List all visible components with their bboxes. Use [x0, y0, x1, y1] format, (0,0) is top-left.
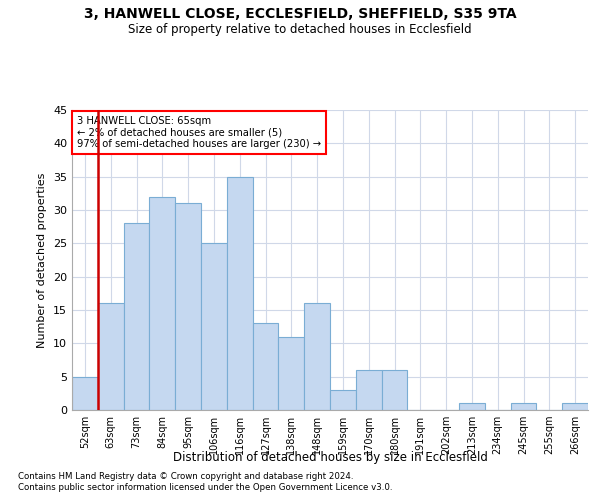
- Bar: [304, 304, 330, 410]
- Bar: [175, 204, 201, 410]
- Bar: [98, 304, 124, 410]
- Bar: [382, 370, 407, 410]
- Text: Distribution of detached houses by size in Ecclesfield: Distribution of detached houses by size …: [173, 451, 487, 464]
- Bar: [124, 224, 149, 410]
- Bar: [149, 196, 175, 410]
- Bar: [459, 404, 485, 410]
- Bar: [253, 324, 278, 410]
- Text: 3 HANWELL CLOSE: 65sqm
← 2% of detached houses are smaller (5)
97% of semi-detac: 3 HANWELL CLOSE: 65sqm ← 2% of detached …: [77, 116, 321, 149]
- Y-axis label: Number of detached properties: Number of detached properties: [37, 172, 47, 348]
- Bar: [227, 176, 253, 410]
- Text: Size of property relative to detached houses in Ecclesfield: Size of property relative to detached ho…: [128, 22, 472, 36]
- Bar: [511, 404, 536, 410]
- Bar: [330, 390, 356, 410]
- Text: Contains HM Land Registry data © Crown copyright and database right 2024.: Contains HM Land Registry data © Crown c…: [18, 472, 353, 481]
- Text: 3, HANWELL CLOSE, ECCLESFIELD, SHEFFIELD, S35 9TA: 3, HANWELL CLOSE, ECCLESFIELD, SHEFFIELD…: [83, 8, 517, 22]
- Bar: [278, 336, 304, 410]
- Bar: [72, 376, 98, 410]
- Bar: [201, 244, 227, 410]
- Bar: [356, 370, 382, 410]
- Bar: [562, 404, 588, 410]
- Text: Contains public sector information licensed under the Open Government Licence v3: Contains public sector information licen…: [18, 484, 392, 492]
